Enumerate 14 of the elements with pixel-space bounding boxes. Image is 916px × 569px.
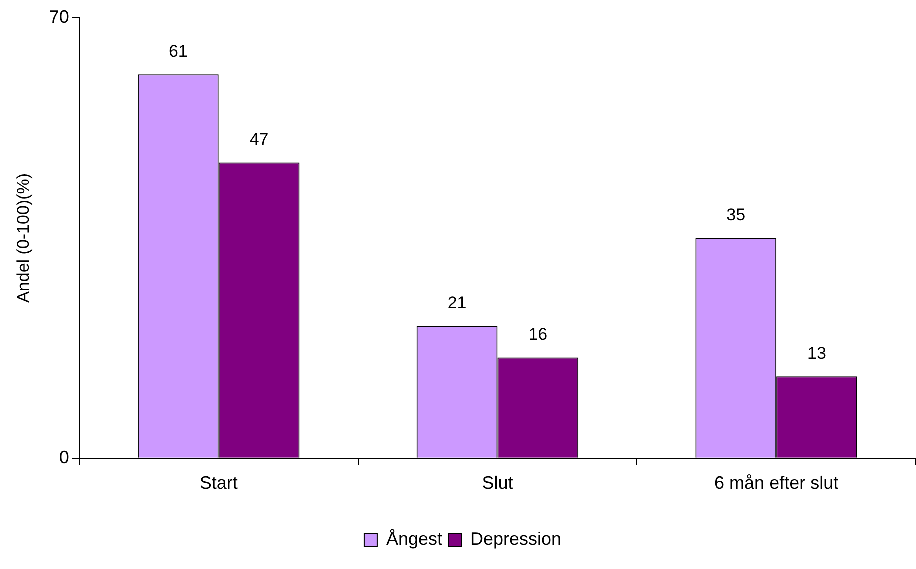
x-tick-label: Slut [482, 473, 514, 494]
data-label: 13 [808, 344, 826, 363]
data-label: 21 [448, 293, 467, 312]
y-axis-title: Andel (0-100)(%) [14, 173, 33, 303]
legend-label: Depression [470, 528, 562, 549]
legend-label: Ångest [386, 528, 443, 549]
y-tick-label: 70 [49, 6, 70, 27]
x-tick-label: Start [200, 473, 238, 494]
y-tick-label: 0 [59, 447, 70, 468]
data-label: 16 [528, 324, 548, 344]
x-tick-label: 6 mån efter slut [714, 473, 839, 494]
data-label: 47 [250, 130, 269, 149]
data-label: 35 [726, 205, 746, 224]
data-label: 61 [168, 42, 188, 61]
